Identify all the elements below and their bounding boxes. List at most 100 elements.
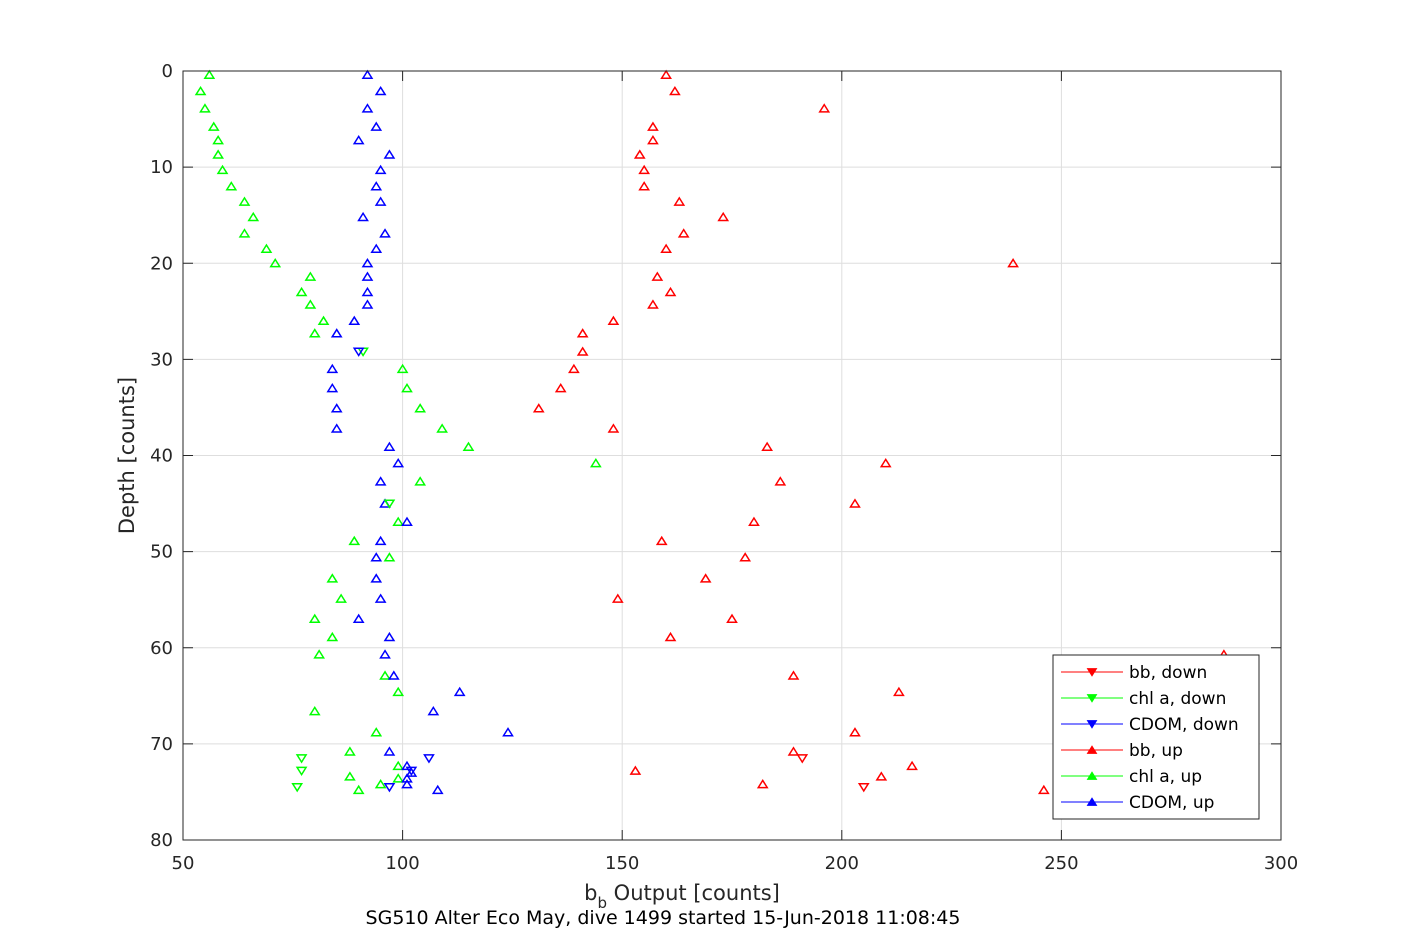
data-point <box>330 423 343 433</box>
data-point <box>379 649 391 659</box>
data-point <box>216 164 229 175</box>
data-point <box>857 783 870 793</box>
data-point <box>308 705 321 716</box>
legend-marker <box>1086 668 1098 677</box>
y-axis-label: Depth [counts] <box>115 377 139 534</box>
data-point <box>423 754 435 764</box>
legend-marker <box>1086 797 1098 806</box>
legend-entry-label: bb, down <box>1129 663 1207 683</box>
data-point <box>313 649 326 659</box>
axis-labels: Depth [counts] bb Output [counts] SG510 … <box>115 377 960 929</box>
data-point <box>647 134 659 145</box>
data-point <box>647 299 659 309</box>
chart-subtitle: SG510 Alter Eco May, dive 1499 started 1… <box>366 907 961 929</box>
data-point <box>396 363 409 374</box>
x-axis-label: bb Output [counts] <box>584 881 780 912</box>
data-point <box>326 363 339 374</box>
series-bb-down <box>796 754 870 793</box>
data-point <box>374 164 387 175</box>
data-point <box>212 134 224 145</box>
data-point <box>673 196 686 206</box>
data-markers <box>194 69 1230 795</box>
x-tick-label: 250 <box>1044 853 1078 874</box>
data-point <box>1037 784 1050 795</box>
data-point <box>370 243 383 253</box>
x-axis-label-subscript: b <box>597 894 607 912</box>
data-point <box>383 783 396 793</box>
data-point <box>875 771 888 781</box>
data-point <box>269 258 282 268</box>
data-point <box>427 705 440 716</box>
data-point <box>361 103 374 113</box>
data-point <box>361 258 374 268</box>
data-point <box>660 243 672 253</box>
data-point <box>370 727 383 737</box>
data-point <box>212 149 224 159</box>
data-point <box>638 164 651 175</box>
data-point <box>352 613 365 624</box>
legend-marker <box>1086 694 1098 703</box>
data-point <box>726 613 738 624</box>
data-point <box>317 315 330 326</box>
data-point <box>326 573 339 583</box>
data-point <box>304 299 317 309</box>
data-point <box>295 754 308 764</box>
data-point <box>568 363 580 374</box>
legend-marker <box>1086 745 1098 754</box>
data-point <box>238 196 251 206</box>
data-point <box>818 103 831 113</box>
data-point <box>401 779 413 789</box>
data-point <box>304 271 317 281</box>
y-tick-label: 80 <box>150 830 173 851</box>
data-point <box>756 779 769 789</box>
legend-entry-label: CDOM, up <box>1129 793 1214 813</box>
data-point <box>629 765 642 775</box>
data-point <box>787 746 800 756</box>
legend-marker <box>1086 771 1098 780</box>
data-point <box>357 211 369 222</box>
data-point <box>383 746 396 756</box>
x-tick-label: 100 <box>385 853 419 874</box>
data-point <box>383 552 396 562</box>
data-point <box>401 760 413 771</box>
data-point <box>383 631 396 642</box>
legend-entry-label: chl a, down <box>1129 689 1226 709</box>
data-point <box>361 299 374 309</box>
y-tick-label: 20 <box>150 253 173 274</box>
y-tick-label: 30 <box>150 349 173 370</box>
data-point <box>238 228 251 238</box>
data-point <box>374 196 387 206</box>
data-point <box>247 211 260 222</box>
data-point <box>260 243 273 253</box>
data-point <box>352 347 365 357</box>
data-point <box>611 593 624 603</box>
data-point <box>383 441 396 451</box>
data-point <box>392 516 405 526</box>
legend-entry-label: bb, up <box>1129 741 1183 761</box>
y-tick-label: 10 <box>150 157 173 178</box>
data-point <box>405 767 418 777</box>
data-point <box>893 686 905 697</box>
data-point <box>361 69 374 79</box>
data-point <box>414 403 427 413</box>
data-point <box>655 535 668 546</box>
data-point <box>401 382 413 393</box>
data-point <box>431 784 444 795</box>
legend-box <box>1052 654 1260 820</box>
data-point <box>739 552 752 562</box>
data-point <box>748 516 760 526</box>
x-tick-label: 50 <box>172 853 195 874</box>
data-point <box>374 779 387 789</box>
data-point <box>392 457 405 468</box>
data-point <box>1007 258 1019 268</box>
x-tick-label: 300 <box>1264 853 1298 874</box>
data-point <box>453 686 466 697</box>
data-point <box>554 382 567 393</box>
data-point <box>392 686 405 697</box>
data-point <box>677 228 690 238</box>
data-point <box>330 403 343 413</box>
x-axis-label-rest: Output [counts] <box>607 881 780 905</box>
y-tick-label: 40 <box>150 446 173 467</box>
data-point <box>633 149 646 159</box>
